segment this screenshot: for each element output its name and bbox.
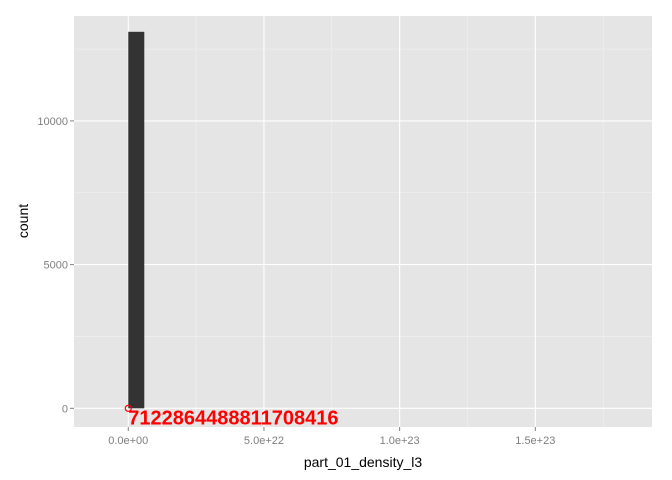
histogram-bar bbox=[128, 31, 145, 409]
plot-panel bbox=[74, 16, 652, 427]
minor-gridlines bbox=[74, 16, 652, 427]
x-axis-ticks: 0.0e+00 5.0e+22 1.0e+23 1.5e+23 bbox=[108, 427, 555, 447]
histogram-bars bbox=[128, 31, 145, 409]
y-tick-label: 0 bbox=[62, 403, 68, 415]
x-tick-label: 0.0e+00 bbox=[108, 435, 148, 447]
x-tick-label: 1.5e+23 bbox=[515, 435, 555, 447]
y-tick-label: 10000 bbox=[37, 116, 68, 128]
annotation-point bbox=[124, 404, 132, 412]
major-gridlines bbox=[74, 16, 652, 427]
y-tick-label: 5000 bbox=[44, 260, 68, 272]
annotations: 7122864488811708416 bbox=[124, 404, 339, 429]
x-tick-label: 5.0e+22 bbox=[244, 435, 284, 447]
annotation-label: 7122864488811708416 bbox=[128, 407, 338, 429]
y-axis-title: count bbox=[15, 204, 31, 238]
y-axis-ticks: 0 5000 10000 bbox=[37, 116, 74, 415]
x-tick-label: 1.0e+23 bbox=[380, 435, 420, 447]
x-axis-title: part_01_density_l3 bbox=[304, 454, 423, 470]
